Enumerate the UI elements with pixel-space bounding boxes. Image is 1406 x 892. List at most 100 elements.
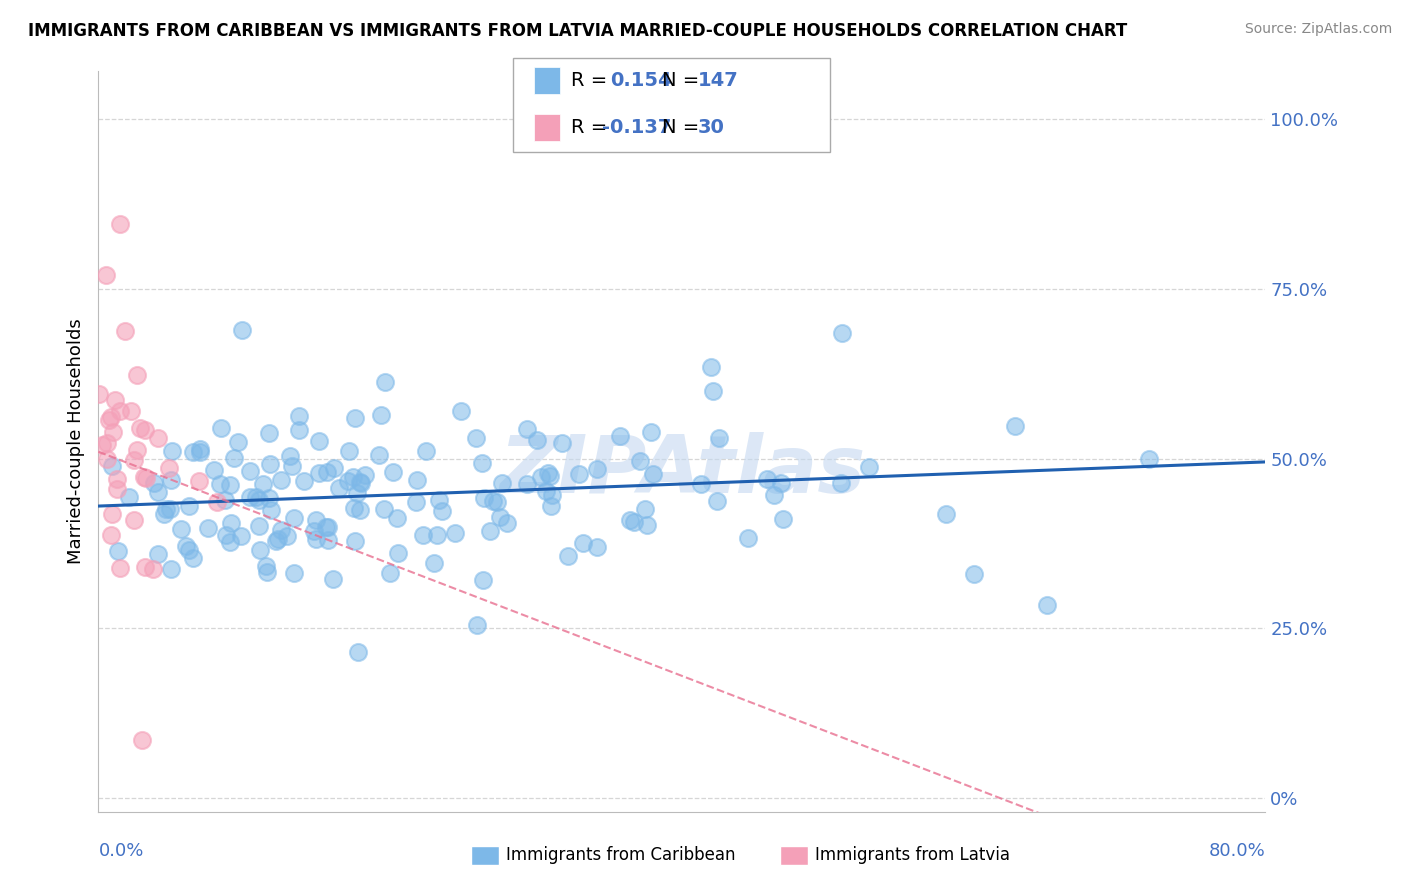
Point [700, 359, 723, 374]
Point [568, 467, 591, 481]
Point [633, 502, 655, 516]
Text: N =: N = [662, 118, 706, 137]
Point [157, 461, 180, 475]
Point [529, 470, 551, 484]
Point [118, 490, 141, 504]
Point [205, 495, 228, 509]
Point [215, 527, 238, 541]
Point [120, 404, 142, 418]
Point [415, 443, 437, 458]
Point [486, 495, 509, 509]
Point [353, 468, 375, 483]
Point [641, 467, 664, 481]
Point [288, 423, 311, 437]
Point [148, 547, 170, 561]
Point [146, 431, 169, 445]
Point [91, 437, 114, 451]
Point [344, 534, 367, 549]
Point [482, 494, 505, 508]
Text: ZIPAtlas: ZIPAtlas [499, 432, 865, 510]
Point [305, 533, 328, 547]
Point [346, 485, 368, 500]
Point [551, 435, 574, 450]
Point [636, 518, 658, 533]
Point [540, 488, 562, 502]
Text: 0.0%: 0.0% [98, 842, 143, 860]
Point [586, 461, 609, 475]
Point [640, 425, 662, 440]
Point [209, 476, 232, 491]
Point [266, 533, 288, 548]
Point [104, 393, 127, 408]
Point [160, 444, 183, 458]
Text: Immigrants from Latvia: Immigrants from Latvia [815, 847, 1011, 864]
Point [427, 493, 450, 508]
Point [316, 520, 339, 534]
Point [260, 503, 283, 517]
Point [254, 558, 277, 573]
Point [450, 404, 472, 418]
Point [489, 510, 512, 524]
Point [197, 521, 219, 535]
Point [101, 425, 124, 439]
Point [105, 483, 128, 497]
Point [343, 500, 366, 515]
Point [323, 460, 346, 475]
Point [471, 573, 494, 587]
Point [858, 460, 880, 475]
Point [134, 423, 156, 437]
Text: Source: ZipAtlas.com: Source: ZipAtlas.com [1244, 22, 1392, 37]
Point [1004, 419, 1026, 434]
Point [122, 513, 145, 527]
Point [283, 511, 305, 525]
Point [100, 409, 122, 424]
Point [337, 443, 360, 458]
Point [267, 532, 290, 546]
Point [105, 471, 128, 485]
Point [257, 425, 280, 440]
Point [202, 463, 225, 477]
Point [538, 469, 561, 483]
Point [444, 525, 467, 540]
Point [259, 491, 281, 505]
Point [288, 409, 311, 423]
Point [374, 375, 396, 389]
Text: -0.137: -0.137 [602, 118, 671, 137]
Point [249, 542, 271, 557]
Point [94, 268, 117, 282]
Point [412, 528, 434, 542]
Point [322, 572, 344, 586]
Point [270, 473, 292, 487]
Point [281, 459, 304, 474]
Point [344, 411, 367, 425]
Point [247, 493, 270, 508]
Point [342, 470, 364, 484]
Point [87, 387, 110, 401]
Text: Immigrants from Caribbean: Immigrants from Caribbean [506, 847, 735, 864]
Point [283, 566, 305, 580]
Point [315, 520, 337, 534]
Text: 0.154: 0.154 [610, 70, 672, 90]
Point [516, 422, 538, 436]
Point [125, 443, 148, 458]
Point [146, 485, 169, 500]
Point [706, 494, 728, 508]
Point [159, 502, 181, 516]
Point [370, 408, 392, 422]
Text: R =: R = [571, 118, 613, 137]
Point [962, 566, 984, 581]
Point [762, 488, 785, 502]
Point [155, 501, 177, 516]
Point [107, 543, 129, 558]
Point [302, 524, 325, 538]
Text: IMMIGRANTS FROM CARIBBEAN VS IMMIGRANTS FROM LATVIA MARRIED-COUPLE HOUSEHOLDS CO: IMMIGRANTS FROM CARIBBEAN VS IMMIGRANTS … [28, 22, 1128, 40]
Text: N =: N = [662, 70, 706, 90]
Point [142, 562, 165, 576]
Point [231, 323, 253, 337]
Text: 147: 147 [697, 70, 738, 90]
Point [143, 476, 166, 491]
Point [496, 516, 519, 530]
Point [209, 421, 232, 435]
Point [537, 467, 560, 481]
Point [226, 435, 249, 450]
